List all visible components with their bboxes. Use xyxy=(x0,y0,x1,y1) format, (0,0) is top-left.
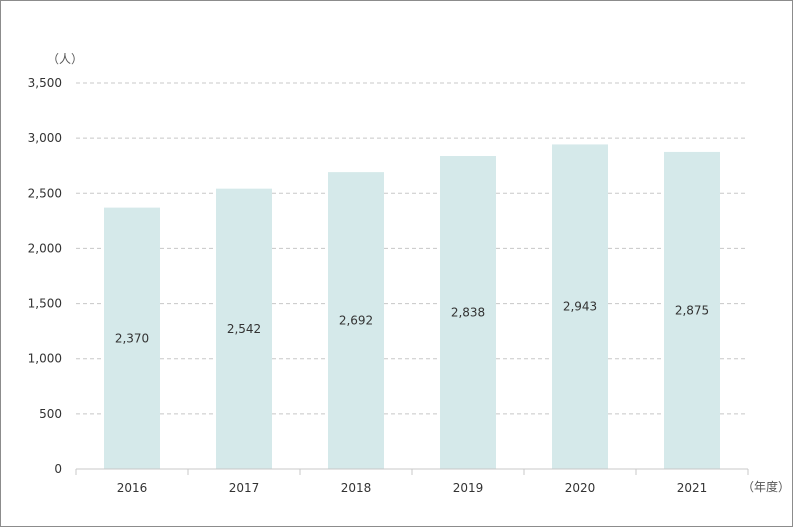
x-tick-label: 2021 xyxy=(677,481,708,495)
y-tick-label: 3,000 xyxy=(28,131,62,145)
bar xyxy=(328,172,384,470)
bar-value-label: 2,838 xyxy=(451,306,485,320)
bar-value-label: 2,943 xyxy=(563,300,597,314)
x-tick-label: 2019 xyxy=(453,481,484,495)
bar xyxy=(440,156,496,469)
y-tick-label: 2,000 xyxy=(28,241,62,255)
x-tick-label: 2020 xyxy=(565,481,596,495)
bar-value-label: 2,542 xyxy=(227,322,261,336)
y-tick-label: 3,500 xyxy=(28,76,62,90)
y-tick-label: 1,000 xyxy=(28,352,62,366)
y-unit-label: （人） xyxy=(47,52,83,66)
bar xyxy=(104,207,160,469)
y-tick-label: 0 xyxy=(54,462,62,476)
bar-value-label: 2,370 xyxy=(115,331,149,345)
x-tick-label: 2016 xyxy=(117,481,148,495)
y-tick-label: 500 xyxy=(39,407,62,421)
bar xyxy=(552,144,608,469)
bar-value-label: 2,875 xyxy=(675,303,709,317)
bar-value-label: 2,692 xyxy=(339,314,373,328)
bar xyxy=(216,188,272,469)
y-tick-label: 1,500 xyxy=(28,297,62,311)
bar xyxy=(664,151,720,469)
x-tick-label: 2017 xyxy=(229,481,260,495)
x-tick-label: 2018 xyxy=(341,481,372,495)
y-tick-label: 2,500 xyxy=(28,186,62,200)
x-unit-label: （年度） xyxy=(742,479,790,494)
